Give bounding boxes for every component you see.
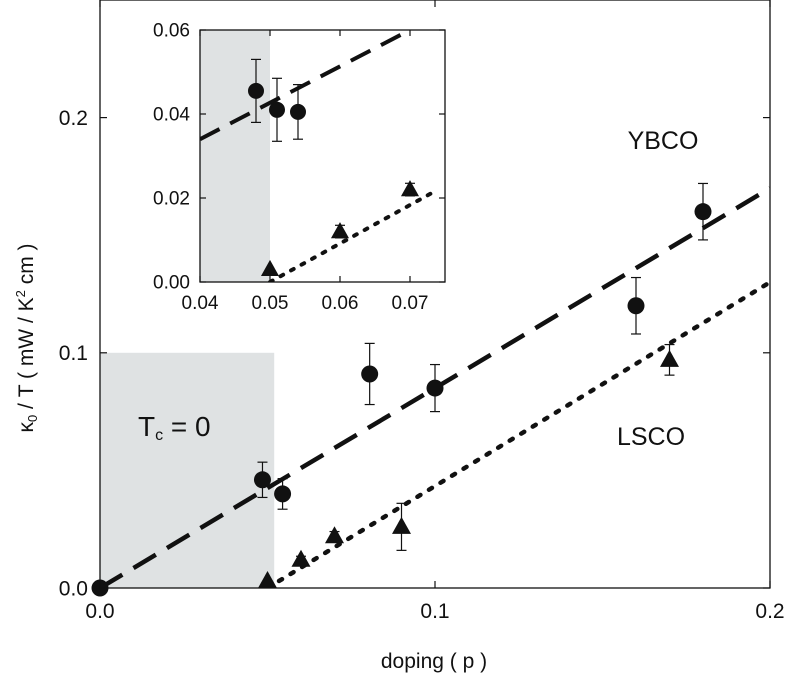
main-x-tick-label: 0.1 <box>420 600 449 623</box>
main-plot: 0.0 0.1 0.2 0.0 0.1 0.2 YBCO LSCO Tc = 0 dopi… <box>13 0 785 673</box>
main-marker-circle <box>361 365 379 383</box>
main-marker-triangle <box>291 549 311 567</box>
inset-axis-ticks: 0.04 0.05 0.06 0.07 0.00 0.02 0.04 0.06 <box>153 21 445 314</box>
x-axis-label: doping ( p ) <box>381 650 487 673</box>
inset-fit-line-ybco <box>200 30 411 141</box>
inset-x-tick-label: 0.06 <box>322 293 359 314</box>
main-y-tick-label: 0.2 <box>59 107 88 130</box>
inset-point-lsco <box>260 259 280 277</box>
inset-marker-circle <box>248 82 264 99</box>
main-x-tick-label: 0.2 <box>755 600 784 623</box>
main-marker-triangle <box>258 570 277 588</box>
main-marker-circle <box>274 485 292 503</box>
inset-marker-circle <box>269 101 285 118</box>
main-point-ybco <box>426 363 444 413</box>
main-y-tick-label: 0.0 <box>59 577 88 600</box>
main-marker-circle <box>253 471 271 489</box>
inset-point-ybco <box>248 58 264 124</box>
inset-marker-triangle <box>330 222 350 239</box>
main-axis-ticks: 0.0 0.1 0.2 0.0 0.1 0.2 <box>59 0 785 623</box>
main-point-lsco <box>291 549 311 567</box>
main-marker-circle <box>694 203 712 221</box>
main-x-tick-label: 0.0 <box>85 600 114 623</box>
main-point-lsco <box>325 526 344 544</box>
main-point-lsco <box>258 570 277 588</box>
series-label-ybco: YBCO <box>628 127 699 155</box>
main-marker-triangle <box>392 516 411 534</box>
tc-zero-annotation: Tc = 0 <box>138 411 211 444</box>
main-fit-line-lsco <box>265 279 770 588</box>
main-point-ybco <box>694 182 712 241</box>
inset-x-tick-label: 0.07 <box>392 293 429 314</box>
main-marker-triangle <box>325 526 344 544</box>
main-point-lsco <box>660 343 679 376</box>
inset-marker-triangle <box>400 180 420 197</box>
main-point-lsco <box>392 502 411 551</box>
main-y-tick-label: 0.1 <box>59 342 88 365</box>
inset-x-tick-label: 0.04 <box>182 293 219 314</box>
main-point-ybco <box>274 478 292 510</box>
inset-point-lsco <box>330 222 350 239</box>
series-label-lsco: LSCO <box>617 423 685 451</box>
inset-fit-line-lsco <box>268 187 440 282</box>
inset-x-tick-label: 0.05 <box>252 293 289 314</box>
inset-point-ybco <box>290 83 306 140</box>
inset-point-lsco <box>400 180 420 197</box>
main-data-points <box>91 182 712 597</box>
inset-marker-circle <box>290 103 306 120</box>
inset-axes-frame <box>199 29 446 283</box>
inset-y-tick-label: 0.04 <box>153 105 190 126</box>
inset-y-tick-label: 0.02 <box>153 189 190 210</box>
y-axis-label: κ0 / T ( mW / K2 cm ) <box>13 243 40 432</box>
main-point-ybco <box>627 276 645 335</box>
inset-plot: 0.04 0.05 0.06 0.07 0.00 0.02 0.04 0.06 <box>153 21 446 314</box>
inset-fit-lines <box>200 30 440 282</box>
main-marker-circle <box>627 297 645 315</box>
inset-y-tick-label: 0.00 <box>153 273 190 294</box>
main-tc-zero-region <box>100 352 275 588</box>
main-marker-triangle <box>660 349 679 367</box>
main-point-ybco <box>253 461 271 499</box>
inset-point-ybco <box>269 77 285 142</box>
main-marker-circle <box>426 379 444 397</box>
main-point-ybco <box>361 342 379 406</box>
inset-marker-triangle <box>260 259 280 277</box>
inset-data-points <box>248 58 420 277</box>
inset-tc-zero-region <box>200 30 270 282</box>
inset-y-tick-label: 0.06 <box>153 21 190 42</box>
